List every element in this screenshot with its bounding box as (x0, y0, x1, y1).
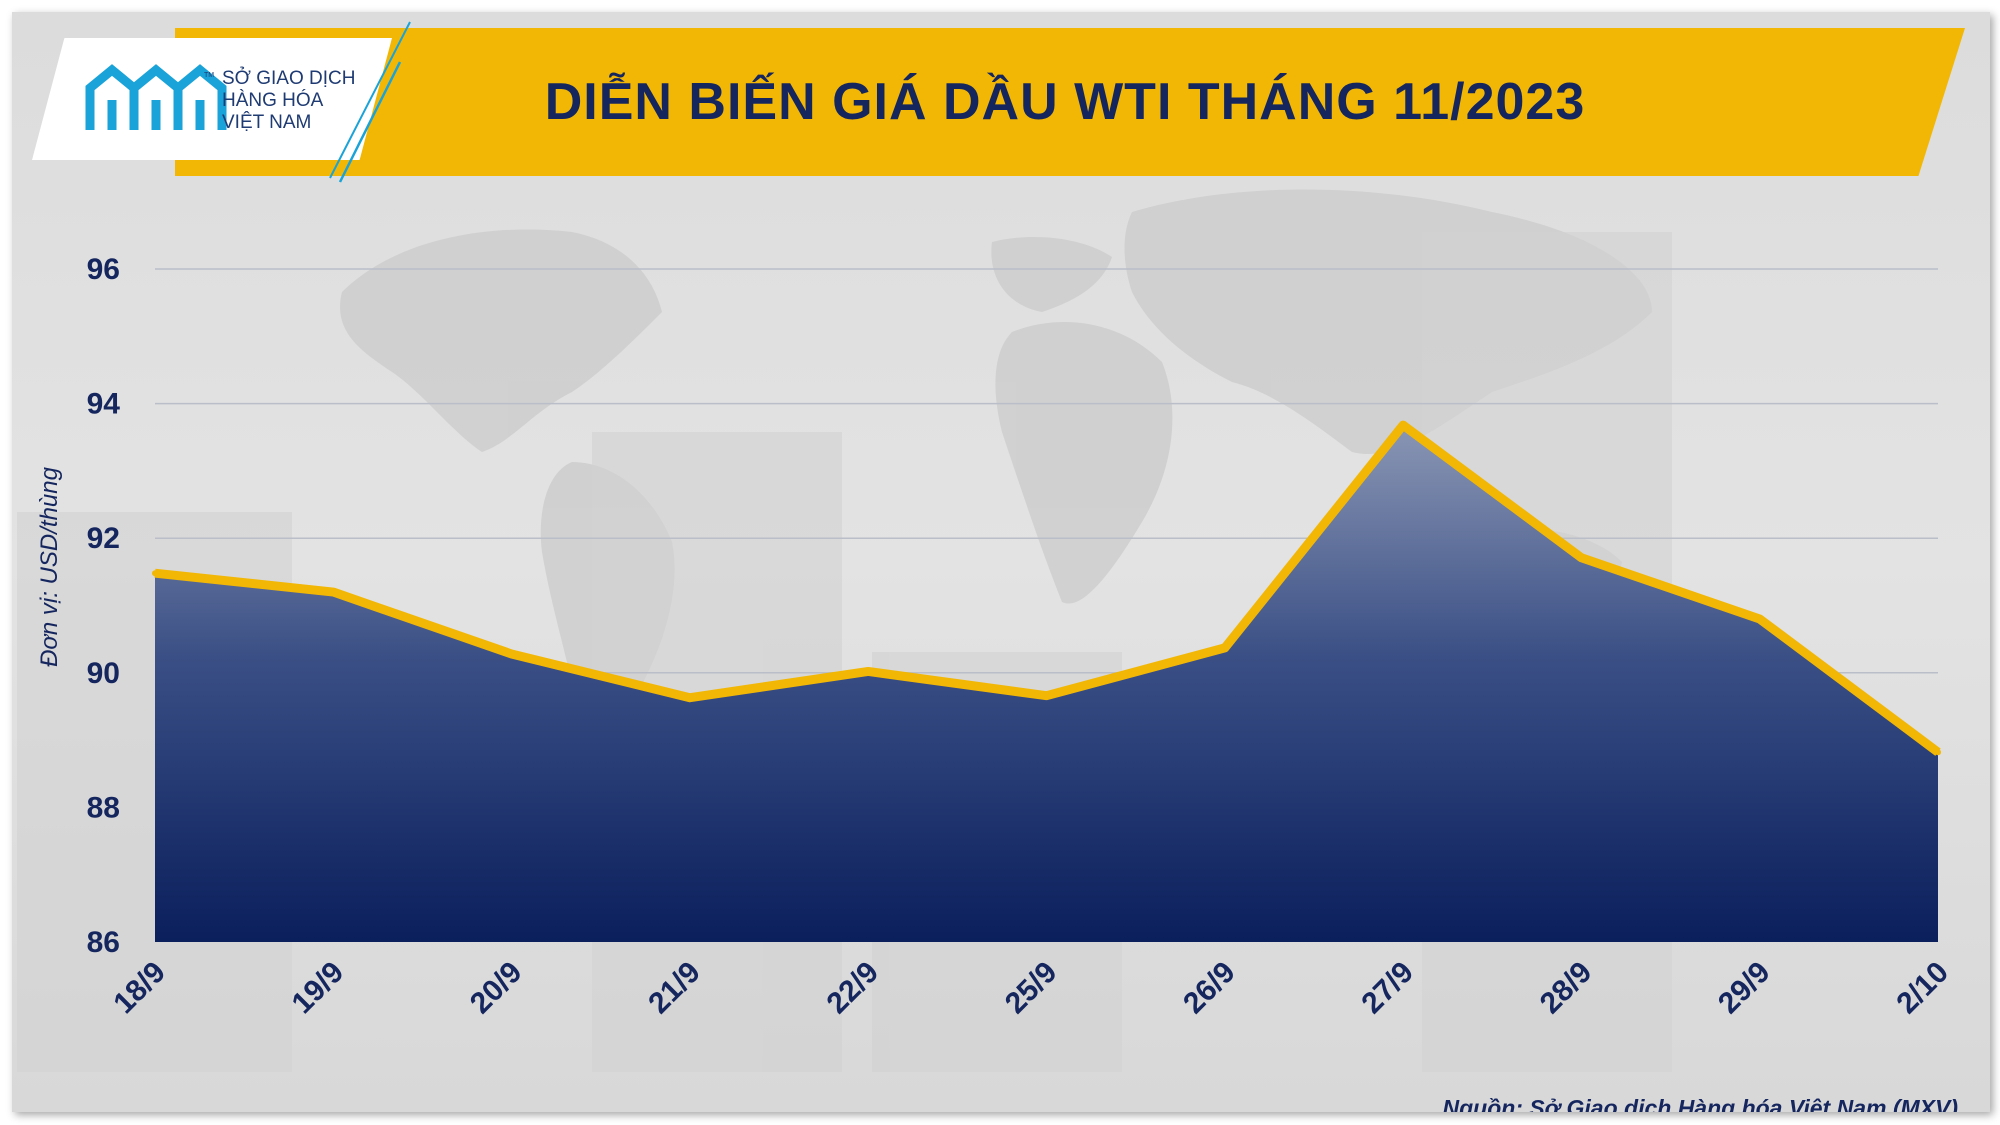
mxv-logo-icon (85, 64, 227, 130)
title-banner (175, 28, 1965, 176)
page-title: DIỄN BIẾN GIÁ DẦU WTI THÁNG 11/2023 (544, 73, 1586, 131)
wti-price-chart: 86 88 90 92 94 96 18/9 19/9 20/9 21/9 22/9 25/9 26/… (87, 253, 1955, 1021)
logo-line-1: SỞ GIAO DỊCH (222, 68, 356, 89)
y-tick-label: 86 (87, 926, 120, 959)
data-point-21/9 (686, 694, 693, 701)
area-layer (152, 420, 1941, 942)
y-tick-label: 96 (87, 253, 120, 286)
price-area-fill (155, 425, 1938, 942)
x-tick-label: 18/9 (107, 956, 172, 1021)
trademark-mark: TM (204, 72, 215, 79)
x-tick-label: 28/9 (1534, 956, 1599, 1021)
y-tick-labels: 86 88 90 92 94 96 (87, 253, 121, 959)
x-tick-label: 27/9 (1355, 956, 1420, 1021)
source-note: Nguồn: Sở Giao dịch Hàng hóa Việt Nam (M… (1442, 1095, 1958, 1112)
data-point-29/9 (1756, 615, 1763, 622)
y-tick-label: 90 (87, 657, 120, 690)
x-tick-label: 26/9 (1177, 956, 1242, 1021)
y-tick-label: 92 (87, 522, 120, 555)
data-point-27/9 (1400, 422, 1407, 429)
y-tick-label: 94 (87, 388, 121, 421)
x-tick-label: 22/9 (821, 956, 886, 1021)
x-tick-label: 21/9 (642, 956, 707, 1021)
logo-container: TM SỞ GIAO DỊCH HÀNG HÓA VIỆT NAM (32, 38, 392, 160)
y-tick-label: 88 (87, 791, 120, 824)
data-point-18/9 (152, 570, 158, 577)
data-point-19/9 (330, 589, 337, 596)
logo-line-2: HÀNG HÓA (222, 90, 324, 111)
data-point-25/9 (1043, 692, 1050, 699)
x-tick-label: 25/9 (999, 956, 1064, 1021)
x-tick-label: 19/9 (286, 956, 351, 1021)
x-tick-label: 2/10 (1890, 956, 1955, 1021)
x-tick-labels: 18/9 19/9 20/9 21/9 22/9 25/9 26/9 27/9 28/9 29/9… (107, 956, 1955, 1021)
data-point-2/10 (1935, 749, 1941, 756)
logo-text: SỞ GIAO DỊCH HÀNG HÓA VIỆT NAM (222, 68, 355, 134)
data-point-26/9 (1221, 644, 1228, 651)
data-point-22/9 (865, 668, 872, 675)
x-tick-label: 20/9 (464, 956, 529, 1021)
chart-frame: Đơn vị: USD/thùng 86 88 90 92 94 96 18/9 19/9 2… (12, 12, 1990, 1112)
data-point-28/9 (1578, 554, 1585, 561)
logo-line-3: VIỆT NAM (222, 112, 312, 133)
data-point-20/9 (508, 650, 515, 657)
x-tick-label: 29/9 (1712, 956, 1777, 1021)
